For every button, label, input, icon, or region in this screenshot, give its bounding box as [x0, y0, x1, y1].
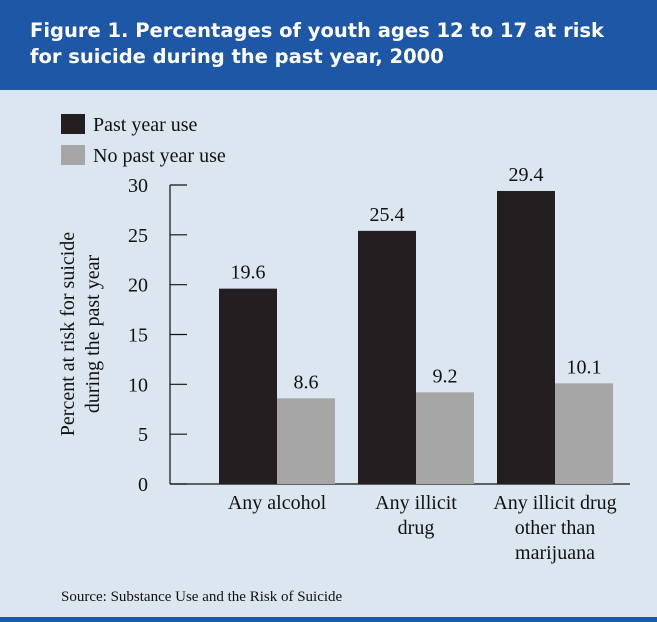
bar-no-past-year-2	[416, 392, 474, 484]
figure-title-line-2: for suicide during the past year, 2000	[30, 45, 444, 68]
y-tick-label-0: 0	[138, 474, 148, 496]
legend-label-2: No past year use	[93, 145, 226, 167]
category-label-2-line-2: drug	[398, 517, 435, 539]
figure-header: Figure 1. Percentages of youth ages 12 t…	[0, 0, 657, 90]
y-tick-label-10: 10	[128, 374, 148, 396]
category-label-2-line-1: Any illicit	[375, 492, 457, 514]
bar-value-label-no-past-year-2: 9.2	[433, 365, 458, 387]
bar-past-year-3	[497, 190, 555, 485]
y-tick-label-30: 30	[128, 175, 148, 197]
y-tick-label-5: 5	[138, 424, 148, 446]
legend-label-1: Past year use	[93, 114, 198, 136]
legend: Past year use No past year use	[61, 114, 226, 167]
bar-no-past-year-1	[277, 398, 335, 484]
x-axis-labels: Any alcohol Any illicit drug Any illicit dr…	[228, 492, 617, 564]
bottom-rule	[0, 617, 657, 622]
bar-value-label-no-past-year-3: 10.1	[567, 356, 602, 378]
bar-value-label-past-year-2: 25.4	[370, 204, 405, 226]
figure-title: Figure 1. Percentages of youth ages 12 t…	[30, 18, 640, 70]
y-axis-label-line-1: Percent at risk for suicide	[57, 232, 79, 436]
legend-swatch-1	[61, 114, 85, 134]
y-axis-label: Percent at risk for suicide during the pa…	[57, 232, 104, 436]
y-axis-label-line-2: during the past year	[82, 255, 104, 414]
bars: 19.6 8.6 25.4 9.2 29.4 10.1	[219, 164, 613, 485]
bar-value-label-past-year-1: 19.6	[231, 262, 266, 284]
bar-value-label-past-year-3: 29.4	[509, 164, 544, 186]
source-note: Source: Substance Use and the Risk of Su…	[61, 589, 343, 605]
category-label-3-line-1: Any illicit drug	[493, 492, 616, 514]
category-label-3-line-2: other than	[515, 517, 596, 539]
category-label-3-line-3: marijuana	[515, 542, 595, 564]
bar-value-label-no-past-year-1: 8.6	[294, 371, 319, 393]
y-axis: 0 5 10 15 20 25 30	[128, 175, 630, 496]
legend-swatch-2	[61, 145, 85, 165]
bar-past-year-1	[219, 288, 277, 484]
y-tick-label-25: 25	[128, 225, 148, 247]
bar-no-past-year-3	[555, 383, 613, 484]
category-label-1-line-1: Any alcohol	[228, 492, 327, 514]
figure-title-line-1: Figure 1. Percentages of youth ages 12 t…	[30, 19, 604, 42]
y-tick-label-15: 15	[128, 325, 148, 347]
bar-past-year-2	[358, 230, 416, 484]
y-tick-label-20: 20	[128, 275, 148, 297]
